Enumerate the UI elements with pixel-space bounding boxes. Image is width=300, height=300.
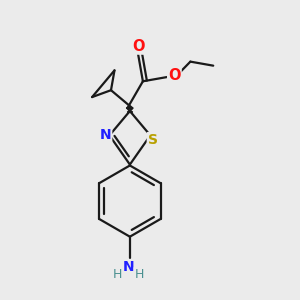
Text: O: O (132, 39, 144, 54)
Text: S: S (148, 133, 158, 147)
Text: N: N (122, 260, 134, 274)
Text: H: H (113, 268, 122, 281)
Text: H: H (134, 268, 144, 281)
Text: N: N (100, 128, 111, 142)
Text: O: O (168, 68, 181, 83)
